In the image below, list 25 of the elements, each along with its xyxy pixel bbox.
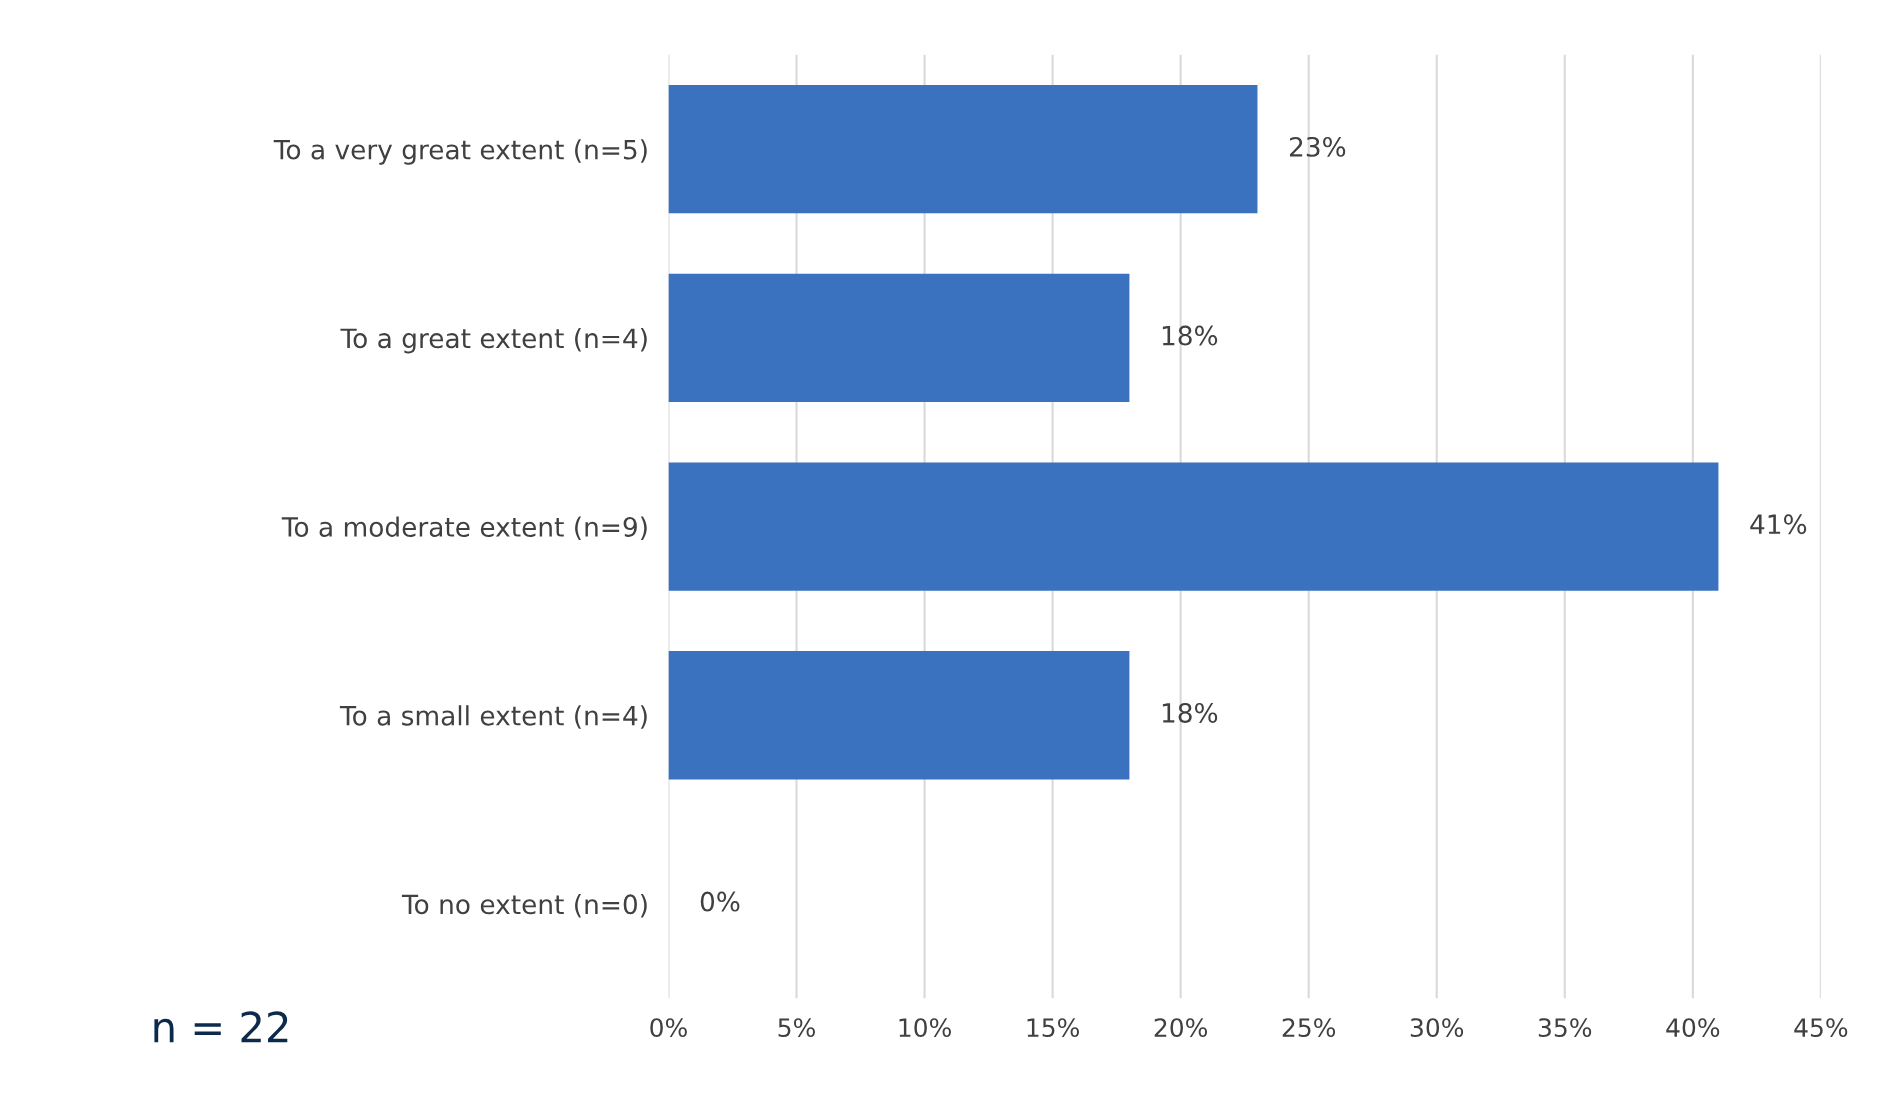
x-tick-label: 25% [1282,1018,1336,1038]
x-tick-label: 15% [1027,1018,1079,1038]
bar [668,462,1719,591]
bar [668,85,1258,214]
data-label: 18% [1162,702,1218,723]
x-tick-label: 0% [650,1018,687,1038]
y-tick-label: To a moderate extent (n=9) [281,516,647,541]
bar [668,273,1130,403]
y-tick-label: To a great extent (n=4) [340,327,647,354]
x-tick-label: 30% [1410,1018,1464,1038]
text: n = 22 [154,1011,288,1043]
data-label: 23% [1289,136,1346,157]
x-tick-label: 40% [1666,1018,1720,1038]
x-tick-label: 20% [1154,1018,1208,1038]
x-tick-label: 10% [899,1018,951,1038]
x-tick-label: 35% [1538,1018,1592,1038]
data-label: 18% [1162,325,1218,346]
data-label: 0% [700,891,740,912]
y-tick-label: To no extent (n=0) [401,893,647,918]
x-tick-label: 45% [1794,1018,1848,1038]
y-tick-label: To a very great extent (n=5) [273,139,647,165]
x-tick-label: 5% [778,1018,815,1038]
bar [668,651,1130,780]
y-tick-label: To a small extent (n=4) [339,705,647,729]
data-label: 41% [1750,514,1807,535]
